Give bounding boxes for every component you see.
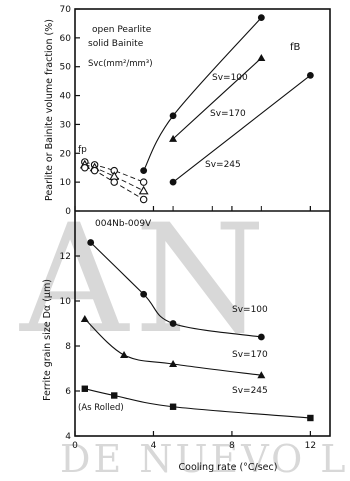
- top-y-tick-label: 70: [60, 5, 72, 15]
- bottom-y-tick-label: 8: [65, 342, 71, 352]
- bottom-label-sv100: Sv=100: [232, 305, 268, 315]
- top-y-axis-label: Pearlite or Bainite volume fraction (%): [44, 19, 55, 201]
- legend-solid-bainite: solid Bainite: [88, 39, 144, 49]
- top-series-5-point: [90, 166, 99, 175]
- top-y-tick-label: 40: [60, 92, 72, 102]
- top-y-tick-label: 10: [60, 178, 72, 188]
- bottom-series-1-point: [120, 351, 129, 358]
- top-series-1-point: [169, 134, 178, 142]
- bottom-series-1-point: [80, 315, 89, 322]
- composition-label: 004Nb-009V: [95, 219, 152, 229]
- bottom-series-2-point: [111, 392, 118, 399]
- top-series-0-point: [140, 167, 148, 175]
- bottom-series-0-point: [257, 333, 265, 341]
- bottom-series-2-point: [81, 385, 89, 392]
- bottom-series-1-point: [257, 371, 266, 379]
- x-axis-label: Cooling rate (°C/sec): [179, 462, 278, 473]
- bottom-curve-0: [90, 242, 262, 338]
- bottom-label-sv170: Sv=170: [232, 350, 268, 360]
- top-curve-2: [172, 74, 311, 183]
- top-series-2-point: [169, 178, 177, 186]
- bottom-series-0-point: [169, 320, 177, 327]
- bottom-y-tick-label: 10: [60, 297, 72, 307]
- top-series-0-point: [169, 112, 177, 120]
- top-label-sv100: Sv=100: [212, 73, 248, 83]
- fb-label: fB: [290, 42, 301, 53]
- top-series-5-point: [110, 178, 118, 186]
- top-y-tick-label: 20: [60, 149, 72, 159]
- bottom-series-0-point: [140, 290, 148, 298]
- top-y-tick-label: 30: [60, 120, 72, 130]
- top-curve-3: [84, 161, 144, 183]
- top-series-1-point: [257, 54, 266, 62]
- bottom-series-2-point: [307, 414, 314, 422]
- bottom-curve-2: [84, 388, 311, 419]
- bottom-series-0-point: [87, 239, 95, 246]
- plot-frame: [74, 8, 331, 437]
- top-curve-1: [172, 57, 262, 140]
- x-tick-label: 12: [305, 441, 316, 451]
- top-curve-0: [143, 17, 262, 171]
- top-curve-4: [84, 164, 144, 192]
- bottom-series-1-point: [169, 360, 178, 367]
- top-y-tick-label: 50: [60, 63, 72, 73]
- top-label-sv170: Sv=170: [210, 109, 246, 119]
- x-tick-label: 8: [229, 441, 235, 451]
- bottom-label-sv245: Sv=245: [232, 386, 268, 396]
- marks-layer: [79, 14, 314, 422]
- sv-unit-label: Svc(mm²/mm³): [88, 59, 153, 69]
- curves-layer: [84, 17, 311, 419]
- top-series-5-point: [139, 195, 148, 204]
- bottom-y-tick-label: 12: [60, 252, 71, 262]
- top-series-4-point: [138, 185, 149, 195]
- top-y-tick-label: 60: [60, 34, 72, 44]
- top-series-2-point: [306, 71, 314, 79]
- x-tick-label: 0: [72, 441, 78, 451]
- top-series-3-point: [139, 178, 148, 186]
- bottom-y-axis-label: Ferrite grain size Dα (μm): [42, 279, 53, 401]
- bottom-curve-1: [84, 318, 262, 376]
- bottom-y-tick-label: 4: [65, 432, 71, 442]
- top-series-4-point: [109, 171, 120, 180]
- top-series-5-point: [81, 163, 89, 172]
- top-y-tick-label: 0: [65, 207, 71, 217]
- fp-label: fp: [78, 145, 87, 155]
- bottom-series-2-point: [169, 403, 177, 410]
- bottom-y-tick-label: 6: [65, 387, 71, 397]
- top-series-0-point: [257, 14, 265, 22]
- as-rolled-label: (As Rolled): [78, 403, 124, 413]
- top-label-sv245: Sv=245: [205, 160, 241, 170]
- x-tick-label: 4: [151, 441, 157, 451]
- legend-open-pearlite: open Pearlite: [92, 25, 152, 35]
